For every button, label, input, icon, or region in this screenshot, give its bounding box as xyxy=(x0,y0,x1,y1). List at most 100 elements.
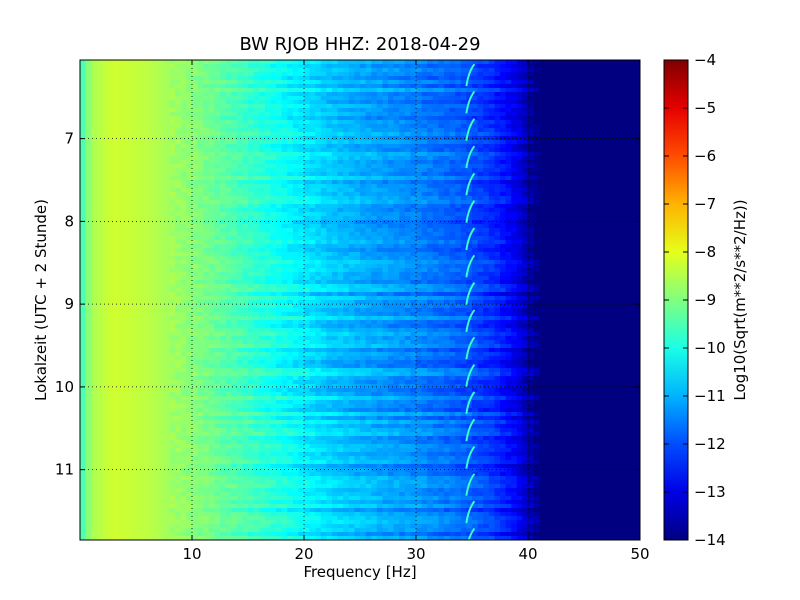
heatmap-cell xyxy=(500,160,507,165)
heatmap-cell xyxy=(432,200,439,205)
heatmap-cell xyxy=(175,148,182,153)
heatmap-cell xyxy=(533,228,540,233)
heatmap-cell xyxy=(298,244,305,249)
heatmap-cell xyxy=(421,172,428,177)
heatmap-cell xyxy=(416,160,423,165)
heatmap-cell xyxy=(421,224,428,229)
heatmap-cell xyxy=(488,192,495,197)
heatmap-cell xyxy=(455,224,462,229)
heatmap-cell xyxy=(180,220,187,225)
heatmap-cell xyxy=(287,124,294,129)
heatmap-cell xyxy=(561,92,568,97)
heatmap-cell xyxy=(393,184,400,189)
heatmap-cell xyxy=(220,152,227,157)
heatmap-cell xyxy=(225,188,232,193)
heatmap-cell xyxy=(253,212,260,217)
heatmap-cell xyxy=(623,116,630,121)
heatmap-cell xyxy=(455,144,462,149)
heatmap-cell xyxy=(203,240,210,245)
heatmap-cell xyxy=(203,140,210,145)
heatmap-cell xyxy=(589,240,596,245)
heatmap-cell xyxy=(399,188,406,193)
heatmap-cell xyxy=(533,152,540,157)
heatmap-cell xyxy=(584,144,591,149)
heatmap-cell xyxy=(628,244,635,249)
heatmap-cell xyxy=(259,160,266,165)
heatmap-cell xyxy=(320,156,327,161)
heatmap-cell xyxy=(505,80,512,85)
heatmap-cell xyxy=(354,176,361,181)
heatmap-cell xyxy=(208,180,215,185)
heatmap-cell xyxy=(628,104,635,109)
heatmap-cell xyxy=(365,152,372,157)
heatmap-cell xyxy=(444,132,451,137)
heatmap-cell xyxy=(427,124,434,129)
heatmap-cell xyxy=(516,124,523,129)
heatmap-cell xyxy=(231,160,238,165)
heatmap-cell xyxy=(410,220,417,225)
heatmap-cell xyxy=(130,224,137,229)
heatmap-cell xyxy=(320,196,327,201)
heatmap-cell xyxy=(388,200,395,205)
heatmap-cell xyxy=(225,112,232,117)
heatmap-cell xyxy=(175,104,182,109)
heatmap-cell xyxy=(231,168,238,173)
heatmap-cell xyxy=(236,108,243,113)
heatmap-cell xyxy=(567,220,574,225)
heatmap-cell xyxy=(220,164,227,169)
heatmap-cell xyxy=(136,208,143,213)
heatmap-cell xyxy=(360,232,367,237)
heatmap-cell xyxy=(108,176,115,181)
heatmap-cell xyxy=(623,248,630,253)
heatmap-cell xyxy=(152,212,159,217)
heatmap-cell xyxy=(612,188,619,193)
heatmap-cell xyxy=(287,208,294,213)
heatmap-cell xyxy=(472,204,479,209)
heatmap-cell xyxy=(505,216,512,221)
heatmap-cell xyxy=(416,80,423,85)
heatmap-cell xyxy=(533,132,540,137)
heatmap-cell xyxy=(320,220,327,225)
heatmap-cell xyxy=(304,84,311,89)
heatmap-cell xyxy=(365,156,372,161)
heatmap-cell xyxy=(147,100,154,105)
heatmap-cell xyxy=(348,156,355,161)
heatmap-cell xyxy=(264,208,271,213)
heatmap-cell xyxy=(623,156,630,161)
heatmap-cell xyxy=(376,64,383,69)
heatmap-cell xyxy=(376,108,383,113)
heatmap-cell xyxy=(606,160,613,165)
heatmap-cell xyxy=(281,84,288,89)
heatmap-cell xyxy=(483,84,490,89)
heatmap-cell xyxy=(477,148,484,153)
heatmap-cell xyxy=(315,228,322,233)
heatmap-cell xyxy=(595,104,602,109)
heatmap-cell xyxy=(231,116,238,121)
heatmap-cell xyxy=(197,96,204,101)
heatmap-cell xyxy=(326,236,333,241)
heatmap-cell xyxy=(326,100,333,105)
heatmap-cell xyxy=(505,200,512,205)
heatmap-cell xyxy=(438,208,445,213)
heatmap-cell xyxy=(371,132,378,137)
heatmap-cell xyxy=(455,192,462,197)
heatmap-cell xyxy=(477,192,484,197)
heatmap-cell xyxy=(584,68,591,73)
heatmap-cell xyxy=(416,88,423,93)
heatmap-cell xyxy=(236,248,243,253)
heatmap-cell xyxy=(600,60,607,65)
heatmap-cell xyxy=(500,200,507,205)
heatmap-cell xyxy=(505,212,512,217)
heatmap-cell xyxy=(141,180,148,185)
heatmap-cell xyxy=(460,108,467,113)
heatmap-cell xyxy=(298,108,305,113)
heatmap-cell xyxy=(220,240,227,245)
heatmap-cell xyxy=(186,124,193,129)
heatmap-cell xyxy=(298,124,305,129)
heatmap-cell xyxy=(466,140,473,145)
heatmap-cell xyxy=(152,124,159,129)
heatmap-cell xyxy=(80,148,87,153)
heatmap-cell xyxy=(438,100,445,105)
heatmap-cell xyxy=(460,68,467,73)
heatmap-cell xyxy=(281,104,288,109)
